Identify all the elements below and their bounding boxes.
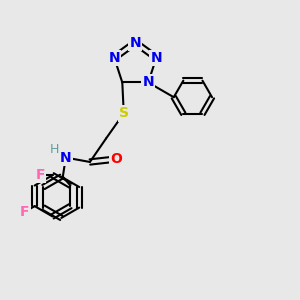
Text: N: N — [60, 151, 72, 165]
Text: N: N — [130, 35, 141, 50]
Text: S: S — [119, 106, 129, 120]
Text: N: N — [142, 76, 154, 89]
Text: O: O — [110, 152, 122, 166]
Text: H: H — [50, 143, 59, 156]
Text: N: N — [151, 51, 162, 65]
Text: N: N — [109, 51, 120, 65]
Text: F: F — [35, 168, 45, 182]
Text: F: F — [20, 205, 30, 219]
